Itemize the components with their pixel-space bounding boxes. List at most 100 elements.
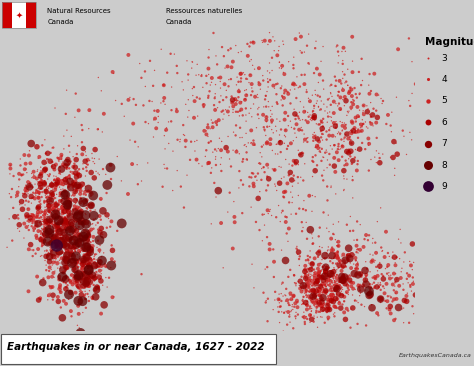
Point xyxy=(205,140,212,146)
Point xyxy=(261,212,268,217)
Point xyxy=(334,60,342,66)
Point xyxy=(34,179,42,184)
Point xyxy=(306,248,314,254)
Point xyxy=(235,94,242,100)
Point xyxy=(53,227,60,232)
Point xyxy=(39,209,46,214)
Point xyxy=(37,197,45,203)
Point xyxy=(319,116,327,122)
Point xyxy=(83,243,91,249)
Point xyxy=(47,191,55,197)
Point xyxy=(343,161,350,167)
Point xyxy=(200,102,208,108)
Point xyxy=(42,166,49,172)
Point xyxy=(325,229,333,235)
Point xyxy=(338,277,346,283)
Point xyxy=(3,244,11,250)
Point xyxy=(341,273,348,279)
Point xyxy=(284,300,292,306)
Point xyxy=(269,147,276,153)
Point xyxy=(87,208,94,214)
Point xyxy=(28,195,36,201)
Point xyxy=(313,276,320,282)
Point xyxy=(58,277,66,283)
Point xyxy=(36,190,44,195)
Point xyxy=(368,302,375,308)
Point xyxy=(84,262,92,268)
Point xyxy=(47,250,55,255)
Point xyxy=(307,266,315,272)
Point xyxy=(338,143,346,149)
Point xyxy=(241,87,248,93)
Point xyxy=(282,293,290,299)
Point xyxy=(44,172,51,178)
Point xyxy=(282,127,289,133)
Point xyxy=(319,305,327,311)
Point xyxy=(81,252,88,258)
Point xyxy=(318,134,325,140)
Point xyxy=(75,257,83,263)
Point xyxy=(75,255,83,261)
Point xyxy=(50,164,57,169)
Point xyxy=(333,305,341,311)
Point xyxy=(303,139,311,145)
Point xyxy=(87,239,94,245)
Point xyxy=(296,285,304,291)
Point xyxy=(320,263,328,269)
Point xyxy=(28,223,36,229)
Point xyxy=(410,279,417,284)
Point xyxy=(49,202,56,208)
Point xyxy=(281,90,288,96)
Point xyxy=(63,252,71,258)
Point xyxy=(29,195,36,201)
Point xyxy=(354,113,362,119)
Point xyxy=(316,72,324,78)
Point xyxy=(9,238,16,243)
Point xyxy=(354,281,362,287)
Point xyxy=(217,85,224,91)
Point xyxy=(362,322,370,328)
Point xyxy=(93,284,101,290)
Point xyxy=(83,278,91,284)
Point xyxy=(77,196,84,202)
Point xyxy=(242,118,250,124)
Point xyxy=(367,114,375,120)
Point xyxy=(354,259,361,265)
Point xyxy=(70,278,77,284)
Point xyxy=(369,240,376,246)
Point xyxy=(47,220,55,225)
Point xyxy=(62,217,69,223)
Point xyxy=(331,313,338,319)
Point xyxy=(230,199,237,205)
Point xyxy=(365,232,373,238)
Point xyxy=(73,240,80,246)
Point xyxy=(85,262,92,268)
Point xyxy=(381,254,388,260)
Point xyxy=(42,180,49,186)
Point xyxy=(58,204,65,210)
Point xyxy=(402,293,410,299)
Point xyxy=(59,210,66,216)
Point xyxy=(39,232,46,238)
Point xyxy=(67,134,75,139)
Point xyxy=(161,146,169,152)
Point xyxy=(301,137,309,142)
Point xyxy=(85,202,93,208)
Point xyxy=(371,154,379,160)
Point xyxy=(260,124,268,130)
Point xyxy=(283,286,290,292)
Point xyxy=(56,181,64,187)
Point xyxy=(38,189,46,195)
Point xyxy=(76,186,84,192)
Point xyxy=(86,273,93,279)
Point xyxy=(279,293,287,299)
Point xyxy=(382,298,389,304)
Point xyxy=(91,251,99,257)
Point xyxy=(343,112,351,118)
Point xyxy=(392,271,400,277)
Point xyxy=(328,123,335,129)
Point xyxy=(328,183,335,189)
Point xyxy=(71,239,78,245)
Point xyxy=(303,89,310,95)
Point xyxy=(319,126,326,131)
